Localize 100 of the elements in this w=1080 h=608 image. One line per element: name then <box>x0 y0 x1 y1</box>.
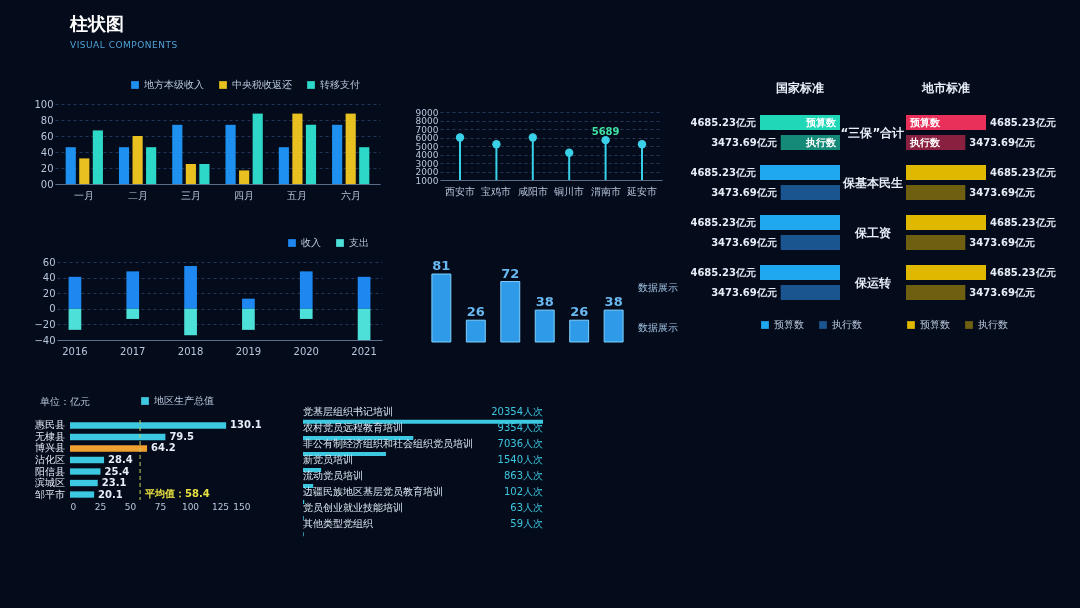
y-tick-label: 60 <box>42 256 56 268</box>
data-label: 81 <box>432 258 451 273</box>
y-tick-label: 0 <box>49 303 56 315</box>
data-label: 3473.69亿元 <box>711 186 777 198</box>
x-tick-label: 125 <box>211 501 230 512</box>
x-tick-label: 宝鸡市 <box>481 185 512 197</box>
x-tick-label: 西安市 <box>445 185 476 197</box>
y-tick-label: 20 <box>42 287 56 299</box>
x-tick-label: 100 <box>181 501 200 512</box>
bar <box>242 308 255 330</box>
data-label: 63人次 <box>510 502 543 514</box>
bar <box>68 276 82 309</box>
data-label: 72 <box>501 265 520 281</box>
text: VISUAL COMPONENTS <box>70 40 178 50</box>
legend-label: 中央税收返还 <box>232 79 292 90</box>
bar <box>126 308 140 319</box>
data-label: 20.1 <box>98 488 123 500</box>
bar <box>534 309 555 343</box>
bar <box>225 124 236 184</box>
bar <box>79 158 90 184</box>
x-tick-label: 二月 <box>127 189 148 201</box>
y-tick-label: 6000 <box>415 133 439 143</box>
x-tick-label: 咸阳市 <box>517 185 548 197</box>
point <box>455 133 465 142</box>
y-tick-label: 党基层组织书记培训 <box>303 405 393 417</box>
legend-label: 支出 <box>349 237 369 248</box>
bar <box>70 456 105 464</box>
x-tick-label: 2017 <box>120 345 146 357</box>
x-tick-label: 渭南市 <box>590 185 621 197</box>
data-label: 28.4 <box>108 454 133 465</box>
point <box>565 148 574 157</box>
y-tick-label: 博兴县 <box>34 442 65 454</box>
bar <box>92 130 103 184</box>
y-tick-label: 40 <box>40 146 54 158</box>
y-tick-label: “三保”合计 <box>840 125 905 140</box>
data-label: 863人次 <box>503 470 543 482</box>
y-tick-label: 80 <box>40 114 54 126</box>
bar <box>357 308 371 340</box>
point <box>492 140 501 149</box>
annotation: 预算数 <box>909 116 941 128</box>
y-tick-label: −40 <box>34 334 56 346</box>
y-tick-label: 非公有制经济组织和社会组织党员培训 <box>303 437 473 449</box>
y-tick-label: 7000 <box>415 124 439 135</box>
legend-label: 收入 <box>301 237 321 248</box>
y-tick-label: 40 <box>42 272 56 284</box>
x-tick-label: 150 <box>233 501 251 512</box>
y-tick-label: 00 <box>40 178 54 190</box>
y-tick-label: 20 <box>40 162 54 174</box>
x-tick-label: 25 <box>94 501 107 512</box>
y-tick-label: −20 <box>34 318 56 330</box>
data-label: 4685.23亿元 <box>990 216 1056 228</box>
data-label: 3473.69亿元 <box>711 286 777 298</box>
legend-label: 地区生产总值 <box>153 395 214 406</box>
bar <box>65 147 76 184</box>
bar <box>172 124 183 184</box>
y-tick-label: 8000 <box>415 116 439 126</box>
text: 柱状图 <box>70 12 125 36</box>
bar <box>118 147 130 184</box>
bar <box>431 273 452 343</box>
bar <box>242 298 255 309</box>
data-label: 5689 <box>591 126 620 138</box>
y-tick-label: 保工资 <box>853 225 891 240</box>
data-label: 3473.69亿元 <box>711 136 777 148</box>
data-label: 4685.23亿元 <box>690 166 756 178</box>
data-label: 3473.69亿元 <box>969 236 1035 248</box>
point <box>601 135 610 145</box>
legend-label: 地方本级收入 <box>143 79 204 90</box>
x-tick-label: 50 <box>124 501 137 512</box>
data-label: 3473.69亿元 <box>969 136 1035 148</box>
y-tick-label: 农村党员远程教育培训 <box>303 421 403 433</box>
y-tick-label: 党员创业就业技能培训 <box>303 502 403 514</box>
bar <box>132 136 143 184</box>
bar <box>68 308 82 330</box>
data-label: 4685.23亿元 <box>690 216 756 228</box>
legend-label: 执行数 <box>832 319 862 330</box>
y-tick-label: 滨城区 <box>34 477 65 489</box>
x-tick-label: 2016 <box>62 345 88 357</box>
point <box>528 133 537 142</box>
data-label: 64.2 <box>151 442 176 454</box>
data-label: 79.5 <box>169 430 195 442</box>
data-label: 7036人次 <box>497 437 543 449</box>
bar <box>70 491 95 498</box>
y-tick-label: 惠民县 <box>33 419 65 431</box>
x-tick-label: 2018 <box>177 345 204 357</box>
bar <box>569 319 590 343</box>
y-tick-label: 新党员培训 <box>303 453 353 465</box>
data-label: 4685.23亿元 <box>690 116 756 128</box>
chart-title: 国家标准 <box>776 81 824 95</box>
x-tick-label: 75 <box>154 501 167 512</box>
y-tick-label: 保运转 <box>853 275 891 290</box>
y-tick-label: 9000 <box>415 107 439 118</box>
data-label: 23.1 <box>101 477 127 489</box>
bar <box>70 479 98 487</box>
y-tick-label: 100 <box>34 98 54 110</box>
y-tick-label: 1000 <box>415 175 439 186</box>
y-tick-label: 3000 <box>415 158 439 169</box>
annotation: 预算数 <box>805 116 837 128</box>
y-tick-label: 4000 <box>415 150 439 160</box>
y-tick-label: 保基本民生 <box>841 175 903 190</box>
text: 单位：亿元 <box>40 396 90 407</box>
